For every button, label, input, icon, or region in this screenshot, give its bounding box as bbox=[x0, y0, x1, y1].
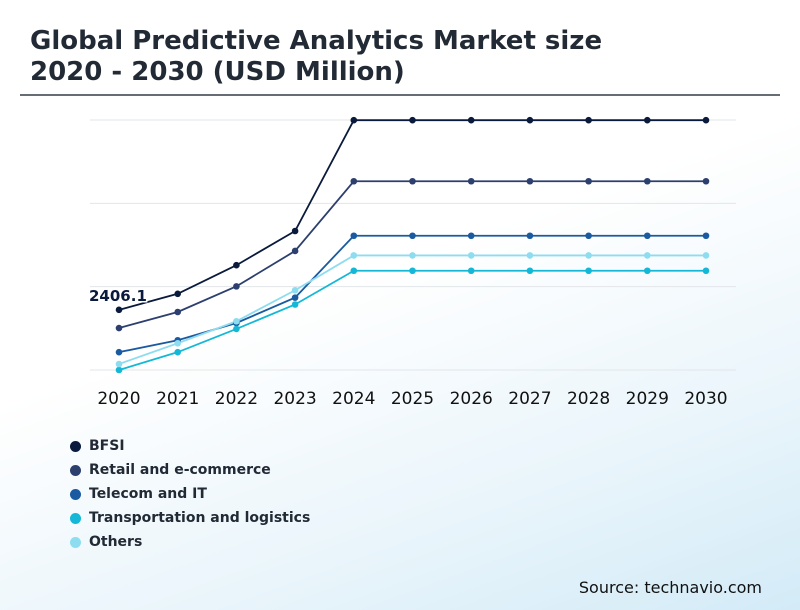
legend-label: Retail and e-commerce bbox=[89, 462, 271, 478]
chart-title: Global Predictive Analytics Market size … bbox=[30, 26, 770, 88]
series-line-3 bbox=[118, 269, 706, 371]
data-point bbox=[702, 116, 710, 124]
annotations: 2406.1 bbox=[88, 285, 149, 306]
series-line-0 bbox=[118, 119, 706, 311]
data-point bbox=[291, 286, 299, 294]
title-line-2: 2020 - 2030 (USD Million) bbox=[30, 57, 405, 87]
data-point bbox=[350, 177, 358, 185]
data-point bbox=[409, 267, 416, 275]
title-line-1: Global Predictive Analytics Market size bbox=[30, 26, 603, 56]
data-point bbox=[291, 294, 299, 301]
data-point bbox=[702, 177, 710, 185]
data-point bbox=[350, 232, 358, 240]
data-point bbox=[174, 290, 181, 298]
series-lines bbox=[118, 119, 706, 371]
legend-label: Telecom and IT bbox=[89, 486, 207, 502]
data-point bbox=[526, 116, 534, 124]
data-point bbox=[233, 261, 240, 269]
data-point bbox=[350, 252, 358, 259]
data-point bbox=[409, 116, 416, 124]
x-tick-label: 2030 bbox=[684, 389, 727, 409]
data-point bbox=[291, 227, 299, 235]
data-point bbox=[644, 177, 651, 185]
data-point bbox=[644, 232, 651, 240]
data-point bbox=[585, 177, 592, 185]
data-point bbox=[467, 232, 475, 240]
x-tick-label: 2021 bbox=[156, 389, 199, 409]
data-point bbox=[233, 283, 240, 290]
data-point bbox=[467, 267, 475, 275]
data-point bbox=[644, 252, 651, 259]
data-point bbox=[526, 267, 534, 275]
legend-dot-icon bbox=[70, 488, 81, 500]
data-point bbox=[585, 116, 592, 124]
legend-dot-icon bbox=[70, 512, 81, 524]
legend-item: Retail and e-commerce bbox=[70, 458, 310, 482]
data-point bbox=[585, 267, 592, 275]
data-point bbox=[526, 177, 534, 185]
legend-item: Transportation and logistics bbox=[70, 506, 310, 530]
data-point bbox=[702, 267, 710, 275]
source-label: Source: technavio.com bbox=[578, 578, 762, 597]
title-divider bbox=[20, 94, 780, 96]
legend-item: Telecom and IT bbox=[70, 482, 310, 506]
data-point bbox=[526, 252, 534, 259]
legend-label: BFSI bbox=[89, 438, 125, 454]
data-point bbox=[467, 177, 475, 185]
data-point bbox=[115, 324, 123, 332]
x-tick-label: 2029 bbox=[626, 389, 669, 409]
data-point bbox=[174, 308, 181, 316]
legend-dot-icon bbox=[70, 536, 81, 548]
data-point bbox=[115, 306, 123, 314]
x-tick-label: 2026 bbox=[450, 389, 493, 409]
data-point bbox=[115, 348, 123, 356]
x-tick-label: 2023 bbox=[273, 389, 316, 409]
data-point bbox=[233, 317, 240, 325]
x-tick-label: 2022 bbox=[215, 389, 258, 409]
x-tick-label: 2024 bbox=[332, 389, 375, 409]
x-tick-label: 2027 bbox=[508, 389, 551, 409]
data-point bbox=[115, 360, 123, 368]
data-point bbox=[291, 247, 299, 255]
x-axis-ticks: 2020 2021 2022 2023 2024 2025 2026 2027 2028 2029… bbox=[97, 389, 727, 409]
data-point bbox=[702, 252, 710, 259]
data-point bbox=[350, 267, 358, 275]
legend-dot-icon bbox=[70, 464, 81, 476]
x-tick-label: 2020 bbox=[97, 389, 140, 409]
legend-item: Others bbox=[70, 530, 310, 554]
legend-label: Transportation and logistics bbox=[89, 510, 311, 526]
data-point bbox=[291, 301, 299, 308]
data-point bbox=[467, 116, 475, 124]
legend: BFSI Retail and e-commerce Telecom and IT T… bbox=[70, 434, 310, 554]
grid-lines bbox=[90, 119, 736, 371]
data-point bbox=[409, 177, 416, 185]
data-point bbox=[350, 116, 358, 124]
data-label: 2406.1 bbox=[89, 287, 147, 305]
data-point bbox=[526, 232, 534, 240]
data-point bbox=[174, 339, 181, 347]
data-point bbox=[409, 252, 416, 259]
data-point bbox=[585, 252, 592, 259]
data-point bbox=[409, 232, 416, 240]
data-point bbox=[115, 366, 123, 374]
data-point bbox=[644, 267, 651, 275]
data-point bbox=[174, 348, 181, 356]
x-tick-label: 2025 bbox=[391, 389, 434, 409]
legend-label: Others bbox=[89, 534, 143, 550]
data-point bbox=[702, 232, 710, 240]
legend-item: BFSI bbox=[70, 434, 310, 458]
x-tick-label: 2028 bbox=[567, 389, 610, 409]
data-point bbox=[467, 252, 475, 259]
data-point bbox=[644, 116, 651, 124]
series-points bbox=[115, 116, 710, 374]
legend-dot-icon bbox=[70, 440, 81, 452]
data-point bbox=[233, 325, 240, 333]
data-point bbox=[585, 232, 592, 240]
